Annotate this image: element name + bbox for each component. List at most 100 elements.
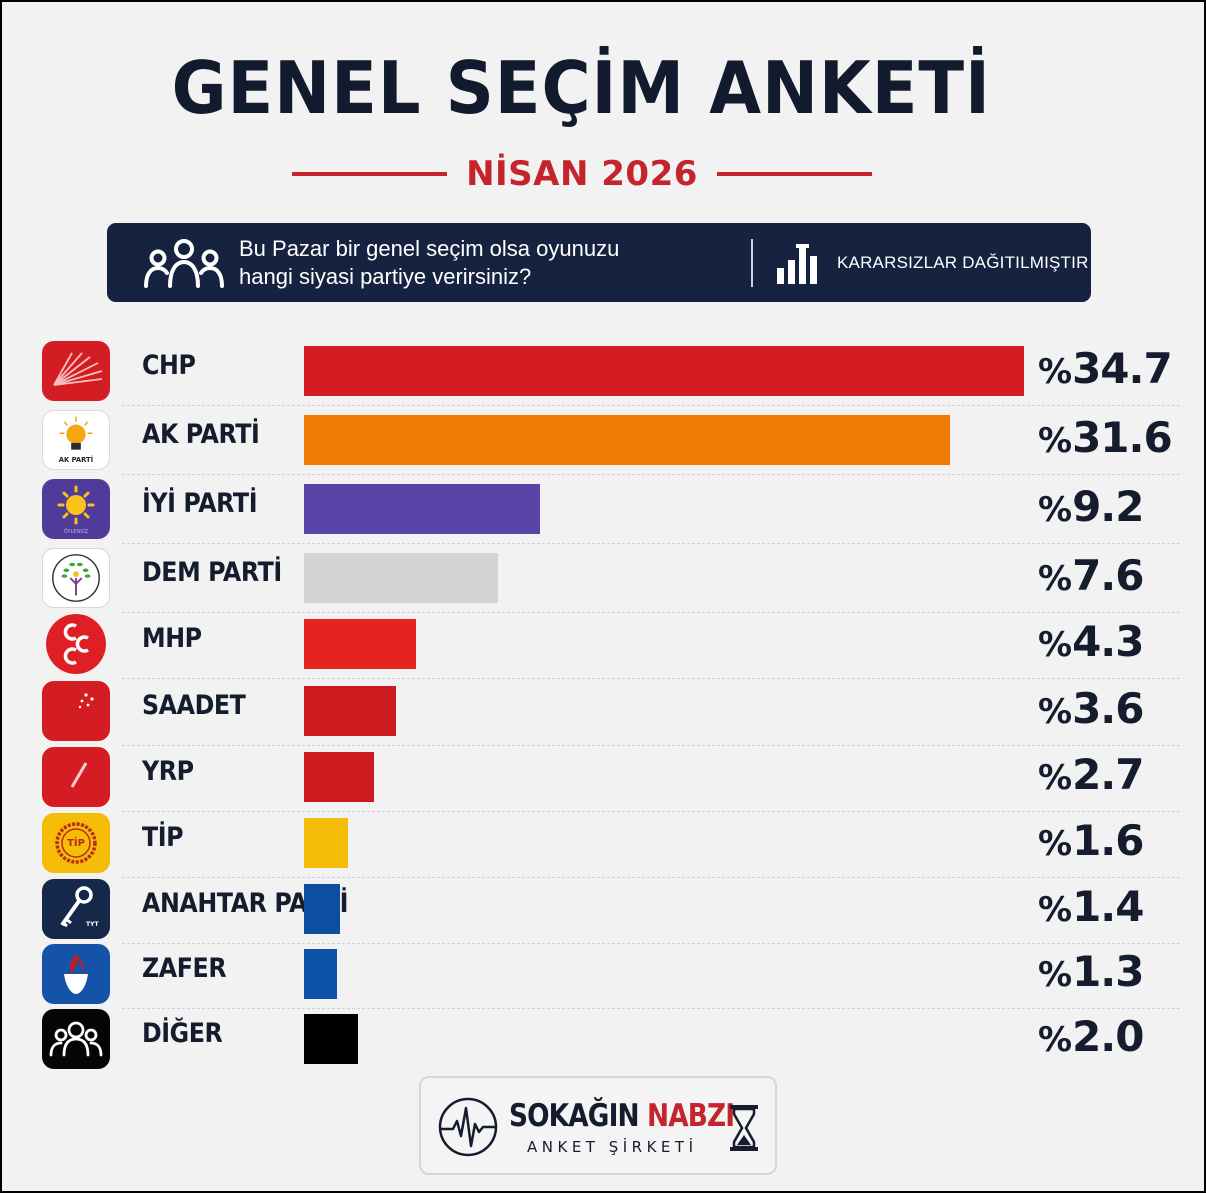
banner-divider: [751, 238, 753, 287]
anahtar-key-icon: TYT: [42, 879, 110, 939]
row-divider: [122, 543, 1180, 544]
row-divider: [122, 745, 1180, 746]
subtitle-date: NİSAN 2026: [466, 154, 698, 194]
chart-row-dem-parti: DEM PARTİ %7.6: [2, 545, 1204, 613]
party-name: DİĞER: [142, 1018, 223, 1049]
percent-sign: %: [1038, 758, 1073, 798]
subtitle-row: NİSAN 2026: [292, 150, 872, 198]
value-label: %3.6: [1038, 684, 1144, 733]
percent-sign: %: [1038, 421, 1073, 461]
value-label: %1.3: [1038, 947, 1144, 996]
percent-sign: %: [1038, 955, 1073, 995]
value-label: %4.3: [1038, 617, 1144, 666]
bar-tip: [304, 818, 348, 868]
ak-parti-lightbulb-icon: AK PARTİ: [42, 410, 110, 470]
chp-six-arrows-icon: [42, 341, 110, 401]
value-number: 4.3: [1072, 617, 1144, 666]
percent-sign: %: [1038, 559, 1073, 599]
svg-text:ÖYLENSİZ: ÖYLENSİZ: [64, 528, 89, 535]
value-number: 2.0: [1072, 1012, 1144, 1061]
yrp-crescent-wheat-icon: [42, 747, 110, 807]
poll-question: Bu Pazar bir genel seçim olsa oyunuzu ha…: [239, 235, 679, 291]
percent-sign: %: [1038, 692, 1073, 732]
heartbeat-pulse-icon: [438, 1097, 498, 1157]
percent-sign: %: [1038, 890, 1073, 930]
row-divider: [122, 877, 1180, 878]
chart-row-yrp: YRP %2.7: [2, 744, 1204, 812]
row-divider: [122, 943, 1180, 944]
tip-emblem-icon: TİP: [42, 813, 110, 873]
chart-row-mhp: MHP %4.3: [2, 611, 1204, 679]
value-number: 2.7: [1072, 750, 1144, 799]
value-label: %7.6: [1038, 551, 1144, 600]
party-name: MHP: [142, 623, 202, 654]
bar-chp: [304, 346, 1024, 396]
people-group-icon: [144, 238, 224, 288]
bar-dem-parti: [304, 553, 498, 603]
zafer-torch-icon: [42, 944, 110, 1004]
poll-question-line2: hangi siyasi partiye verirsiniz?: [239, 263, 532, 289]
svg-text:AK PARTİ: AK PARTİ: [59, 455, 93, 464]
party-name: AK PARTİ: [142, 419, 260, 450]
percent-sign: %: [1038, 1020, 1073, 1060]
value-number: 3.6: [1072, 684, 1144, 733]
percent-sign: %: [1038, 490, 1073, 530]
page-title: GENEL SEÇİM ANKETİ: [171, 46, 991, 130]
value-label: %2.0: [1038, 1012, 1144, 1061]
bar-mhp: [304, 619, 416, 669]
chart-row-iyi-parti: ÖYLENSİZ İYİ PARTİ %9.2: [2, 476, 1204, 544]
value-number: 1.3: [1072, 947, 1144, 996]
bar-anahtar-parti: [304, 884, 340, 934]
undecided-note: KARARSIZLAR DAĞITILMIŞTIR: [837, 252, 1089, 272]
bar-zafer: [304, 949, 337, 999]
party-name: TİP: [142, 822, 184, 853]
bar-ak-parti: [304, 415, 950, 465]
saadet-crescent-stars-icon: [42, 681, 110, 741]
percent-sign: %: [1038, 625, 1073, 665]
chart-row-saadet: SAADET %3.6: [2, 678, 1204, 746]
bar-chart-icon: [777, 243, 817, 284]
value-number: 31.6: [1072, 413, 1173, 462]
percent-sign: %: [1038, 352, 1073, 392]
row-divider: [122, 1008, 1180, 1009]
chart-row-tip: TİP TİP %1.6: [2, 810, 1204, 878]
hourglass-icon: [730, 1105, 758, 1151]
pollster-footer: SOKAĞIN NABZI ANKET ŞİRKETİ: [419, 1076, 777, 1175]
pollster-brand: SOKAĞIN NABZI: [509, 1098, 735, 1134]
value-number: 34.7: [1072, 344, 1173, 393]
bar-yrp: [304, 752, 374, 802]
subtitle-right-rule: [716, 172, 872, 176]
percent-sign: %: [1038, 824, 1073, 864]
bar-iyi-parti: [304, 484, 540, 534]
people-group-icon: [42, 1009, 110, 1069]
party-name: CHP: [142, 350, 196, 381]
party-name: ZAFER: [142, 953, 227, 984]
row-divider: [122, 678, 1180, 679]
value-label: %1.4: [1038, 882, 1144, 931]
row-divider: [122, 811, 1180, 812]
question-banner: Bu Pazar bir genel seçim olsa oyunuzu ha…: [107, 223, 1091, 302]
mhp-three-crescents-icon: [42, 614, 110, 674]
party-name: YRP: [142, 756, 194, 787]
row-divider: [122, 612, 1180, 613]
svg-text:TYT: TYT: [86, 921, 99, 928]
bar-saadet: [304, 686, 396, 736]
pollster-tagline: ANKET ŞİRKETİ: [527, 1138, 698, 1156]
dem-parti-tree-icon: [42, 548, 110, 608]
row-divider: [122, 474, 1180, 475]
brand-part2: NABZI: [647, 1098, 735, 1134]
chart-row-chp: CHP %34.7: [2, 338, 1204, 406]
iyi-parti-sun-icon: ÖYLENSİZ: [42, 479, 110, 539]
svg-text:TİP: TİP: [67, 835, 85, 849]
value-label: %2.7: [1038, 750, 1144, 799]
value-label: %34.7: [1038, 344, 1173, 393]
value-label: %31.6: [1038, 413, 1173, 462]
poll-question-line1: Bu Pazar bir genel seçim olsa oyunuzu: [239, 235, 620, 261]
party-name: İYİ PARTİ: [142, 488, 258, 519]
value-number: 1.4: [1072, 882, 1144, 931]
chart-row-diger: DİĞER %2.0: [2, 1006, 1204, 1072]
party-name: DEM PARTİ: [142, 557, 282, 588]
chart-row-zafer: ZAFER %1.3: [2, 941, 1204, 1009]
subtitle-left-rule: [292, 172, 447, 176]
